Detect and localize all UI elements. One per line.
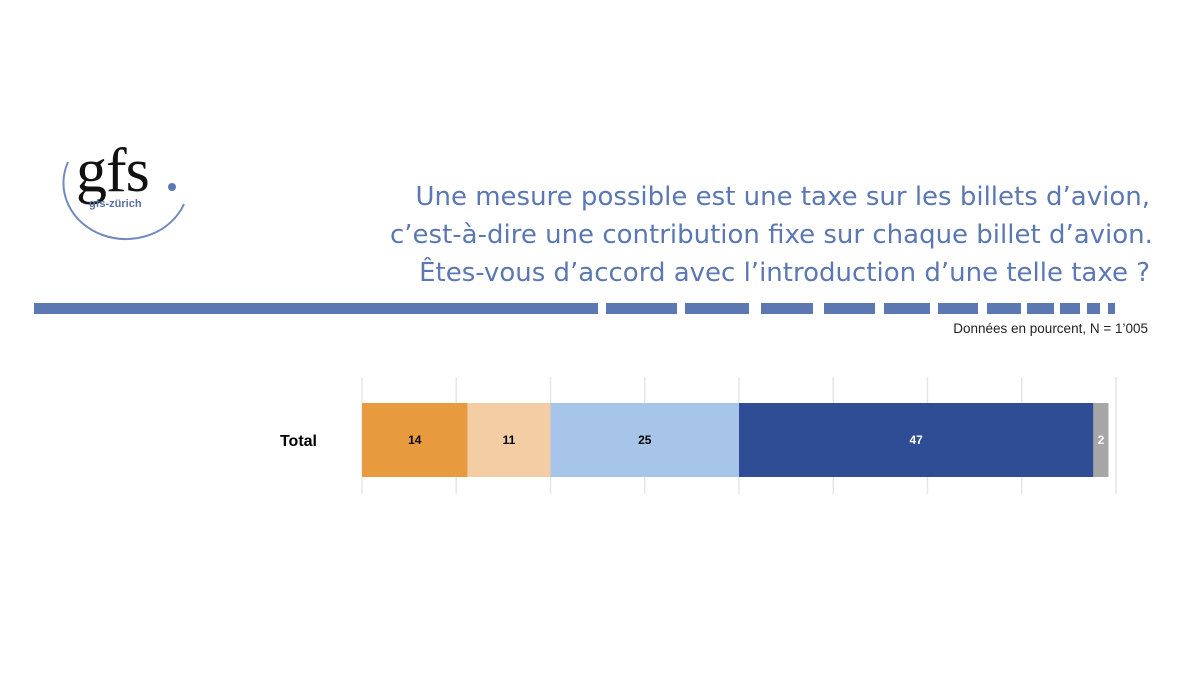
data-label-4: 47 — [910, 433, 924, 447]
rule-segment-9 — [1027, 303, 1054, 314]
rule-segment-4 — [761, 303, 813, 314]
rule-segment-5 — [824, 303, 875, 314]
bar-segment-1 — [362, 403, 468, 477]
data-label-2: 11 — [503, 433, 516, 447]
title-divider-rule — [34, 303, 1115, 314]
title-line-2: c’est-à-dire une contribution fixe sur c… — [390, 220, 1153, 250]
rule-segment-10 — [1060, 303, 1080, 314]
data-note: Données en pourcent, N = 1’005 — [953, 321, 1148, 336]
rule-segment-3 — [685, 303, 749, 314]
logo-subtitle: gfs-zürich — [89, 198, 142, 210]
bar-segment-4 — [739, 403, 1094, 477]
title-line-3: Êtes-vous d’accord avec l’introduction d… — [419, 258, 1150, 288]
rule-segment-1 — [34, 303, 598, 314]
data-label-1: 14 — [408, 433, 422, 447]
rule-segment-2 — [606, 303, 677, 314]
logo-dot — [168, 183, 176, 191]
rule-segment-8 — [987, 303, 1021, 314]
rule-segment-6 — [884, 303, 930, 314]
rule-segment-12 — [1108, 303, 1115, 314]
data-label-5: 2 — [1098, 433, 1105, 447]
bar-segment-3 — [550, 403, 739, 477]
bar-segment-5 — [1093, 403, 1109, 477]
bar-segment-2 — [467, 403, 551, 477]
logo-arc — [62, 161, 185, 241]
logo-wordmark: gfs — [76, 137, 150, 205]
title-line-1: Une mesure possible est une taxe sur les… — [415, 182, 1150, 212]
chart-title: Une mesure possible est une taxe sur les… — [390, 178, 1153, 292]
rule-segment-11 — [1087, 303, 1100, 314]
category-label: Total — [280, 433, 317, 450]
rule-segment-7 — [938, 303, 978, 314]
gfs-zurich-logo: gfs gfs-zürich — [56, 134, 196, 244]
data-label-3: 25 — [638, 433, 652, 447]
